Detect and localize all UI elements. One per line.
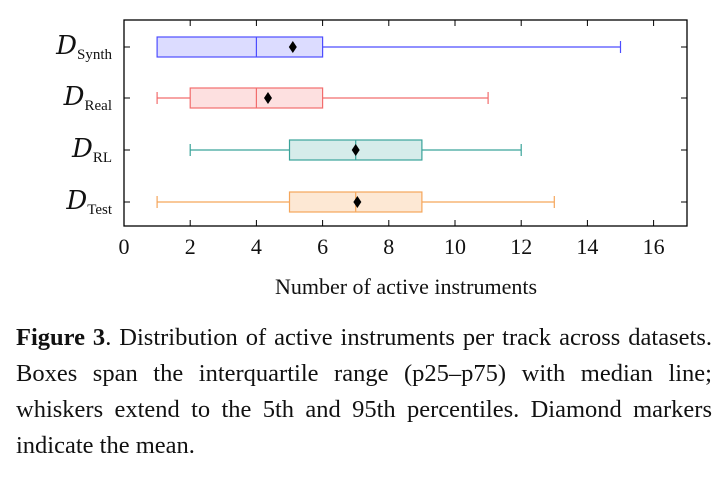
x-tick-label: 14 [576,234,598,259]
x-tick-label: 4 [251,234,262,259]
category-label-test: DTest [65,186,112,218]
category-label-synth: DSynth [55,31,112,63]
x-tick-label: 6 [317,234,328,259]
category-label-real: DReal [63,82,112,114]
category-labels: DSynth DReal DRL DTest [55,31,113,218]
box-series-test [157,192,554,212]
x-tick-label: 10 [444,234,466,259]
x-tick-label: 16 [643,234,665,259]
iqr-box [157,37,323,57]
figure-label: Figure 3 [16,324,105,351]
box-series-rl [190,140,521,160]
x-tick-label: 2 [185,234,196,259]
x-tick-label: 8 [383,234,394,259]
boxplot-chart: 0 2 4 6 8 10 12 14 16 DSynth DReal DRL DTest Number… [0,0,728,310]
caption-text: . Distribution of active instruments per… [16,324,712,459]
x-tick-label: 0 [119,234,130,259]
box-series-real [157,88,488,108]
x-axis-label: Number of active instruments [275,274,537,299]
y-axis-ticks [124,47,687,202]
x-tick-label: 12 [510,234,532,259]
box-series-synth [157,37,620,57]
category-label-rl: DRL [71,134,112,166]
boxes-layer [157,37,620,212]
figure-caption: Figure 3. Distribution of active instrum… [16,320,712,464]
